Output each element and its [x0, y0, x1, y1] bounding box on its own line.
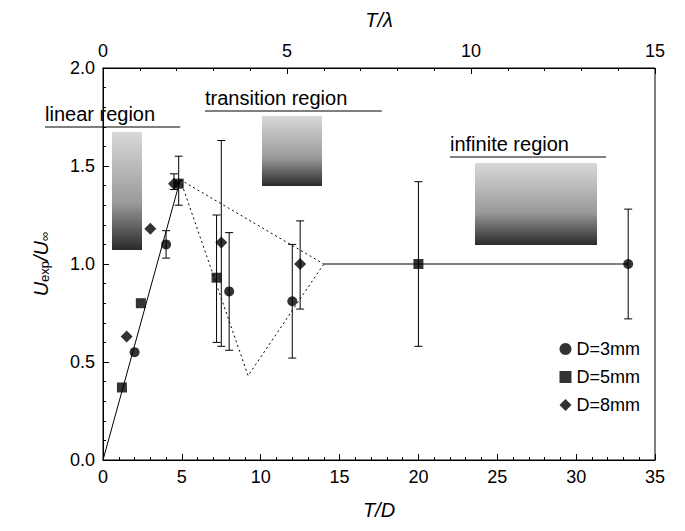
- svg-text:5: 5: [177, 467, 187, 487]
- svg-text:exp: exp: [37, 261, 52, 282]
- svg-text:10: 10: [461, 41, 481, 61]
- svg-text:5: 5: [282, 41, 292, 61]
- svg-text:15: 15: [330, 467, 350, 487]
- svg-text:35: 35: [645, 467, 665, 487]
- svg-text:infinite region: infinite region: [450, 133, 569, 155]
- svg-text:20: 20: [408, 467, 428, 487]
- svg-text:0: 0: [98, 41, 108, 61]
- svg-text:transition region: transition region: [205, 87, 347, 109]
- svg-text:25: 25: [487, 467, 507, 487]
- svg-text:30: 30: [566, 467, 586, 487]
- svg-text:2.0: 2.0: [70, 58, 95, 78]
- svg-text:1.0: 1.0: [70, 254, 95, 274]
- svg-text:D=8mm: D=8mm: [576, 395, 640, 415]
- svg-text:T/D: T/D: [363, 499, 395, 521]
- svg-text:linear region: linear region: [45, 103, 155, 125]
- svg-text:0.5: 0.5: [70, 352, 95, 372]
- svg-text:0: 0: [98, 467, 108, 487]
- svg-text:D=3mm: D=3mm: [576, 339, 640, 359]
- svg-text:0.0: 0.0: [70, 450, 95, 470]
- svg-text:U: U: [30, 281, 52, 296]
- svg-text:15: 15: [645, 41, 665, 61]
- svg-text:1.5: 1.5: [70, 156, 95, 176]
- svg-text:∞: ∞: [37, 232, 52, 241]
- svg-text:10: 10: [251, 467, 271, 487]
- svg-text:/U: /U: [30, 240, 52, 263]
- svg-text:D=5mm: D=5mm: [576, 367, 640, 387]
- svg-text:T/λ: T/λ: [365, 9, 393, 31]
